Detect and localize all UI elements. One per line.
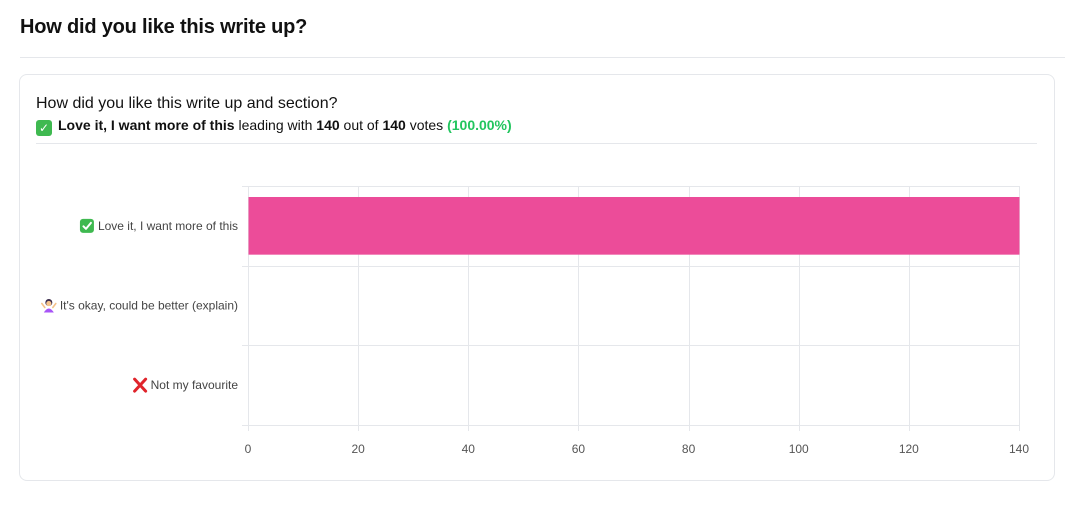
category-label: Not my favourite	[151, 378, 239, 392]
leader-percent: (100.00%)	[447, 117, 512, 133]
x-tick-label: 120	[899, 442, 919, 456]
bar-1	[248, 197, 1020, 255]
check-mark-icon: ✓	[36, 120, 52, 136]
poll-question: How did you like this write up and secti…	[36, 95, 338, 112]
x-tick-label: 20	[351, 442, 365, 456]
leading-with-text: leading with	[238, 117, 313, 133]
card-divider	[36, 143, 1037, 144]
category-label: It's okay, could be better (explain)	[60, 299, 238, 313]
votes-text: votes	[409, 117, 444, 133]
page-title: How did you like this write up?	[20, 16, 308, 38]
x-tick-label: 0	[245, 442, 252, 456]
category-label: Love it, I want more of this	[98, 219, 238, 233]
x-tick-label: 80	[682, 442, 696, 456]
cross-mark-icon	[133, 377, 148, 393]
x-tick-label: 60	[572, 442, 586, 456]
x-tick-label: 100	[789, 442, 809, 456]
leader-label: Love it, I want more of this	[58, 117, 235, 133]
title-divider	[20, 57, 1065, 58]
poll-card: How did you like this write up and secti…	[19, 74, 1055, 481]
x-tick-label: 140	[1009, 442, 1029, 456]
poll-summary: ✓ Love it, I want more of this leading wi…	[36, 117, 512, 136]
person-shrugging-icon	[41, 299, 57, 313]
x-tick-label: 40	[462, 442, 476, 456]
out-of-text: out of	[343, 117, 379, 133]
leader-votes: 140	[316, 117, 340, 133]
total-votes: 140	[382, 117, 406, 133]
check-mark-icon	[79, 218, 94, 233]
